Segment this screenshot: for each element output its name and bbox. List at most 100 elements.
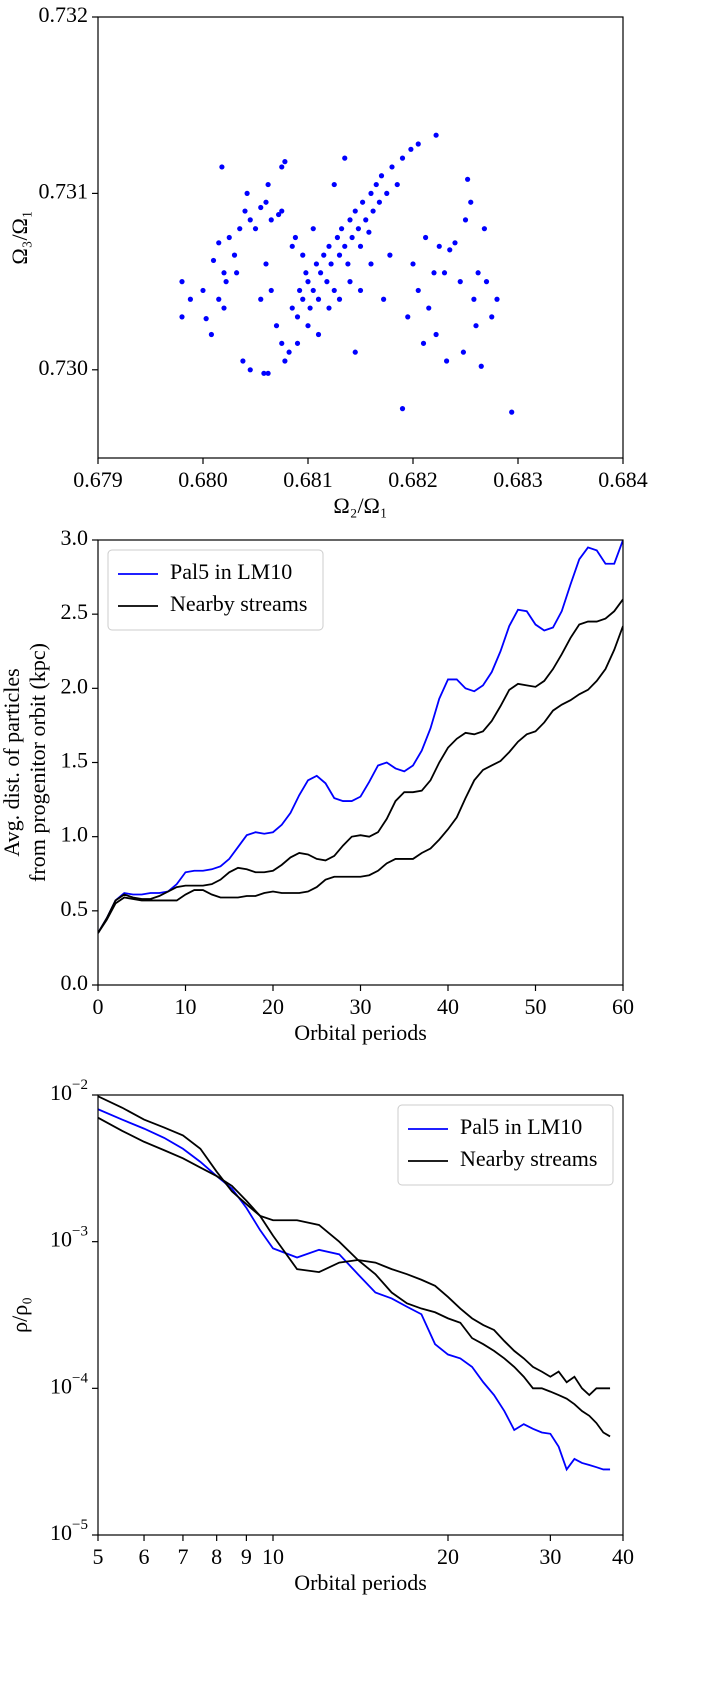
legend-label: Pal5 in LM10 xyxy=(460,1114,582,1139)
point xyxy=(465,176,471,182)
point xyxy=(240,358,246,364)
y-tick-label-base: 10 xyxy=(50,1520,72,1545)
point xyxy=(310,226,316,232)
point xyxy=(203,316,209,322)
y-tick-label-base: 10 xyxy=(50,1373,72,1398)
y-axis-label: Avg. dist. of particles xyxy=(0,668,24,856)
point xyxy=(494,296,500,302)
point xyxy=(210,257,217,264)
point xyxy=(347,279,353,285)
x-tick-label: 7 xyxy=(177,1544,188,1569)
y-tick-label-base: 0.5 xyxy=(61,896,89,921)
y-tick-label-base: 1.0 xyxy=(61,822,89,847)
point xyxy=(208,331,214,338)
point xyxy=(234,270,240,276)
point xyxy=(300,296,306,302)
x-tick-label-base: 0.680 xyxy=(178,467,228,492)
point xyxy=(478,363,484,369)
point xyxy=(399,406,406,412)
point xyxy=(352,349,358,355)
point xyxy=(307,305,313,311)
point xyxy=(328,261,334,267)
point xyxy=(286,349,292,355)
y-tick-label-base: 0.731 xyxy=(39,178,89,203)
point xyxy=(355,226,361,232)
point xyxy=(200,287,206,294)
x-tick-label: 0.684 xyxy=(598,467,648,492)
y-tick-label: 0.0 xyxy=(61,970,89,995)
point xyxy=(216,296,222,302)
point xyxy=(415,287,421,294)
point xyxy=(265,181,271,188)
x-tick-label: 60 xyxy=(612,994,634,1019)
x-tick-label: 0.683 xyxy=(493,467,543,492)
y-tick-label-base: 0.732 xyxy=(39,2,89,27)
point xyxy=(347,217,353,223)
point xyxy=(279,164,285,170)
x-tick-label-base: 10 xyxy=(175,994,197,1019)
y-tick-label-base: 10 xyxy=(50,1227,72,1252)
y-tick-label: 0.730 xyxy=(39,355,89,380)
point xyxy=(273,323,280,329)
point xyxy=(357,287,364,294)
point xyxy=(297,287,303,294)
y-tick-label: 1.5 xyxy=(61,748,89,773)
point xyxy=(408,146,414,152)
x-tick-label-base: 5 xyxy=(93,1544,104,1569)
point xyxy=(263,261,269,267)
x-tick-label: 9 xyxy=(241,1544,252,1569)
point xyxy=(405,314,411,320)
point xyxy=(223,279,229,285)
point xyxy=(289,243,295,249)
y-tick-label-base: 2.0 xyxy=(61,673,89,698)
y-tick-label: 10−4 xyxy=(50,1371,88,1399)
point xyxy=(282,159,288,165)
point xyxy=(313,261,319,267)
x-tick-label-base: 20 xyxy=(437,1544,459,1569)
legend-label: Nearby streams xyxy=(170,591,307,616)
x-tick-label: 0.682 xyxy=(388,467,438,492)
x-tick-label-base: 50 xyxy=(525,994,547,1019)
x-tick-label-base: 8 xyxy=(211,1544,222,1569)
x-tick-label-base: 40 xyxy=(612,1544,634,1569)
point xyxy=(247,367,253,373)
point xyxy=(460,349,466,355)
y-tick-label-exponent: −5 xyxy=(72,1517,88,1533)
point xyxy=(221,305,227,311)
point xyxy=(294,340,301,346)
y-tick-label-exponent: −2 xyxy=(72,1077,88,1093)
series-line xyxy=(98,1095,611,1438)
y-tick-label: 1.0 xyxy=(61,822,89,847)
point xyxy=(360,199,366,205)
x-tick-label-base: 0.679 xyxy=(73,467,123,492)
point xyxy=(279,208,285,214)
point xyxy=(384,190,390,196)
point xyxy=(410,261,416,267)
x-tick-label: 0.681 xyxy=(283,467,333,492)
series-line xyxy=(98,598,623,934)
x-tick-label: 40 xyxy=(612,1544,634,1569)
legend-box xyxy=(107,549,324,631)
x-tick-label-base: 9 xyxy=(241,1544,252,1569)
point xyxy=(292,234,298,241)
x-tick-label-base: 30 xyxy=(350,994,372,1019)
point xyxy=(444,358,450,364)
point xyxy=(436,243,442,249)
point xyxy=(231,252,238,258)
plot-frame xyxy=(97,1094,624,1536)
point xyxy=(415,141,421,147)
point xyxy=(339,226,345,232)
point xyxy=(387,252,393,258)
x-tick-label: 10 xyxy=(175,994,197,1019)
legend-label: Pal5 in LM10 xyxy=(170,559,292,584)
x-tick-label-base: 0.683 xyxy=(493,467,543,492)
point xyxy=(216,240,222,246)
y-tick-label: 0.5 xyxy=(61,896,89,921)
series-line xyxy=(98,1116,611,1397)
point xyxy=(279,340,285,346)
y-axis-label: from progenitor orbit (kpc) xyxy=(25,643,50,882)
point xyxy=(324,279,330,285)
point xyxy=(294,314,301,320)
x-tick-label: 20 xyxy=(262,994,284,1019)
